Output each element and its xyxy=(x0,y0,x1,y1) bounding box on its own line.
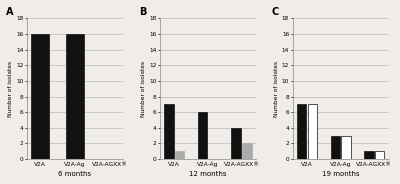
X-axis label: 12 months: 12 months xyxy=(189,171,227,177)
Bar xyxy=(331,136,340,159)
Bar xyxy=(232,128,241,159)
Y-axis label: Number of isolates: Number of isolates xyxy=(8,61,13,117)
X-axis label: 19 months: 19 months xyxy=(322,171,360,177)
Bar xyxy=(242,144,252,159)
Bar xyxy=(164,104,174,159)
Bar xyxy=(297,104,306,159)
Text: A: A xyxy=(6,7,13,17)
Text: C: C xyxy=(272,7,279,17)
Y-axis label: Number of isolates: Number of isolates xyxy=(141,61,146,117)
Text: B: B xyxy=(139,7,146,17)
Bar xyxy=(175,151,184,159)
Bar xyxy=(66,34,84,159)
Bar xyxy=(341,136,351,159)
Bar xyxy=(31,34,49,159)
Bar xyxy=(364,151,374,159)
Bar xyxy=(198,112,207,159)
X-axis label: 6 months: 6 months xyxy=(58,171,92,177)
Bar xyxy=(308,104,317,159)
Y-axis label: Number of isolates: Number of isolates xyxy=(274,61,279,117)
Bar xyxy=(375,151,384,159)
